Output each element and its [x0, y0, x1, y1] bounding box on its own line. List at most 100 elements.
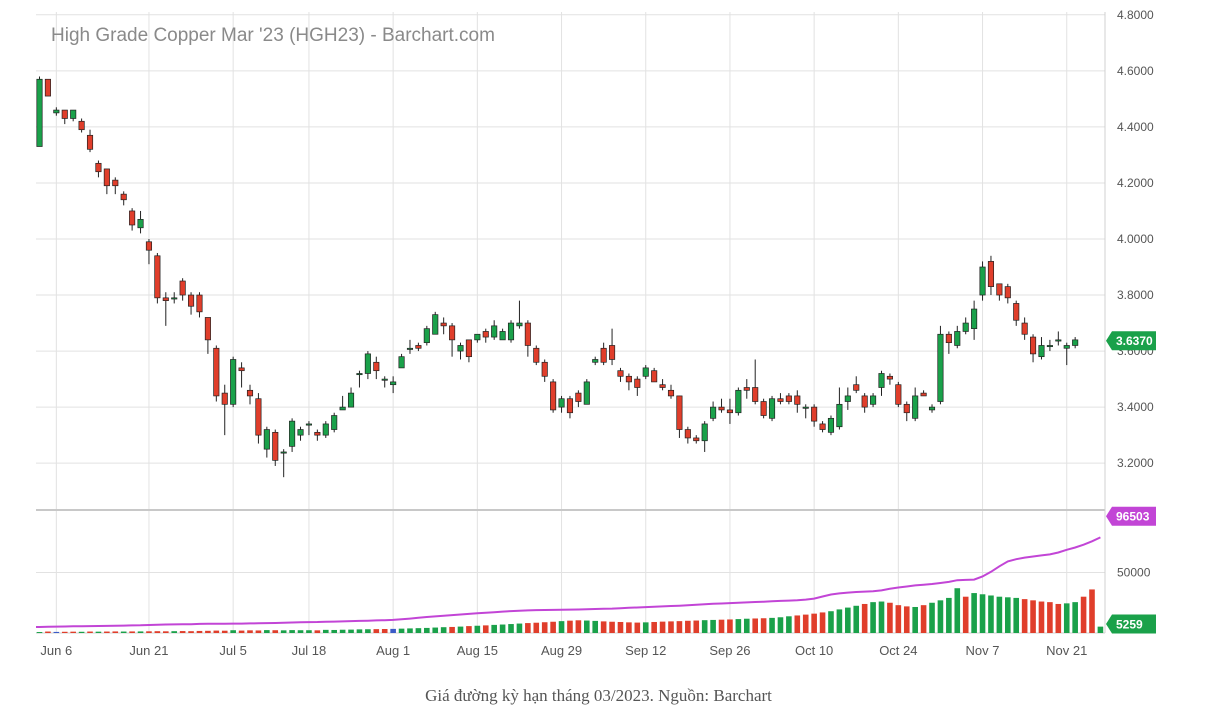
volume-bar	[541, 622, 548, 633]
candle-down	[196, 294, 203, 313]
volume-bar	[238, 630, 245, 633]
candle-down	[819, 423, 826, 430]
value-badges: 3.6370 96503 5259	[1106, 331, 1156, 634]
volume-bar	[1013, 597, 1020, 633]
volume-bar	[415, 628, 422, 633]
volume-bar	[685, 620, 691, 633]
candle-up	[457, 345, 464, 352]
candle-up	[289, 420, 296, 447]
candle-down	[238, 367, 245, 372]
volume-bar	[120, 631, 127, 633]
candle-up	[398, 356, 405, 369]
volume-bar	[1021, 599, 1028, 633]
candle-up	[844, 395, 851, 402]
price-tick-label: 3.8000	[1117, 288, 1154, 302]
volume-bar	[373, 629, 380, 633]
volume-badge-shape	[1106, 614, 1156, 634]
candle-down	[566, 398, 574, 414]
volume-bar	[365, 629, 371, 633]
volume-bars	[36, 588, 1104, 634]
volume-bar	[381, 629, 388, 633]
volume-bar	[112, 631, 119, 633]
candle-up	[280, 451, 287, 454]
candle-down	[617, 370, 624, 377]
volume-bar	[1030, 600, 1036, 633]
candle-up	[583, 381, 590, 405]
candle-down	[95, 162, 102, 173]
candle-up	[263, 429, 270, 450]
volume-bar	[516, 623, 523, 633]
candle-up	[592, 359, 599, 363]
volume-bar	[221, 630, 228, 633]
candle-up	[642, 367, 649, 377]
open-interest-polyline	[36, 536, 1101, 628]
volume-bar	[550, 621, 556, 633]
candle-up	[406, 347, 414, 350]
price-tick-label: 3.4000	[1117, 400, 1154, 414]
volume-bar	[1063, 603, 1070, 633]
volume-bar	[710, 619, 716, 633]
candle-down	[693, 437, 700, 442]
volume-bar	[642, 622, 649, 633]
candle-down	[112, 179, 119, 187]
volume-bar	[912, 606, 918, 633]
candle-down	[44, 78, 51, 97]
candle-up	[171, 297, 178, 300]
last-price-badge-shape	[1106, 331, 1156, 351]
candle-up	[1046, 345, 1053, 348]
volume-bar	[811, 613, 817, 633]
volume-bar	[188, 631, 194, 633]
volume-bar	[659, 621, 666, 633]
volume-bar	[70, 631, 76, 633]
candle-down	[103, 168, 110, 187]
candle-down	[609, 345, 616, 360]
volume-bar	[533, 622, 540, 633]
volume-bar	[828, 611, 834, 633]
volume-bar	[53, 631, 60, 633]
volume-bar	[424, 627, 430, 633]
candle-up	[339, 406, 346, 411]
candle-up	[491, 325, 498, 338]
candle-down	[78, 120, 85, 131]
candle-down	[600, 347, 607, 363]
candle-down	[188, 294, 195, 307]
candle-down	[987, 261, 995, 287]
price-tick-label: 4.4000	[1117, 120, 1154, 134]
volume-bar	[609, 621, 615, 633]
candle-up	[1072, 339, 1079, 346]
volume-bar	[508, 624, 514, 633]
candle-down	[676, 395, 683, 430]
volume-bar	[306, 630, 312, 633]
candle-down	[651, 370, 658, 383]
volume-bar	[743, 618, 750, 633]
volume-bar	[752, 618, 758, 633]
volume-tick-label: 50000	[1117, 566, 1151, 580]
candle-down	[625, 375, 632, 383]
last-price-badge: 3.6370	[1116, 334, 1153, 348]
date-tick-label: Oct 10	[795, 643, 833, 658]
candle-down	[314, 431, 321, 436]
volume-bar	[735, 619, 742, 633]
volume-bar	[693, 620, 700, 633]
volume-bar	[1005, 597, 1011, 633]
date-tick-label: Jul 5	[219, 643, 246, 658]
price-tick-label: 3.2000	[1117, 456, 1154, 470]
volume-bar	[777, 617, 784, 633]
candle-up	[971, 308, 978, 330]
volume-bar	[617, 621, 624, 633]
price-tick-label: 4.2000	[1117, 176, 1154, 190]
candle-down	[853, 384, 860, 391]
volume-bar	[255, 630, 262, 633]
price-tick-label: 4.0000	[1117, 232, 1154, 246]
candle-down	[221, 392, 228, 405]
candle-up	[432, 314, 439, 335]
volume-bar	[146, 631, 152, 633]
volume-bar	[760, 618, 767, 633]
volume-bar	[474, 625, 481, 633]
volume-bar	[861, 603, 868, 633]
date-tick-label: Nov 21	[1046, 643, 1087, 658]
volume-bar	[457, 626, 464, 633]
volume-bar	[356, 629, 363, 633]
candle-down	[945, 333, 952, 344]
volume-bar	[651, 621, 657, 633]
